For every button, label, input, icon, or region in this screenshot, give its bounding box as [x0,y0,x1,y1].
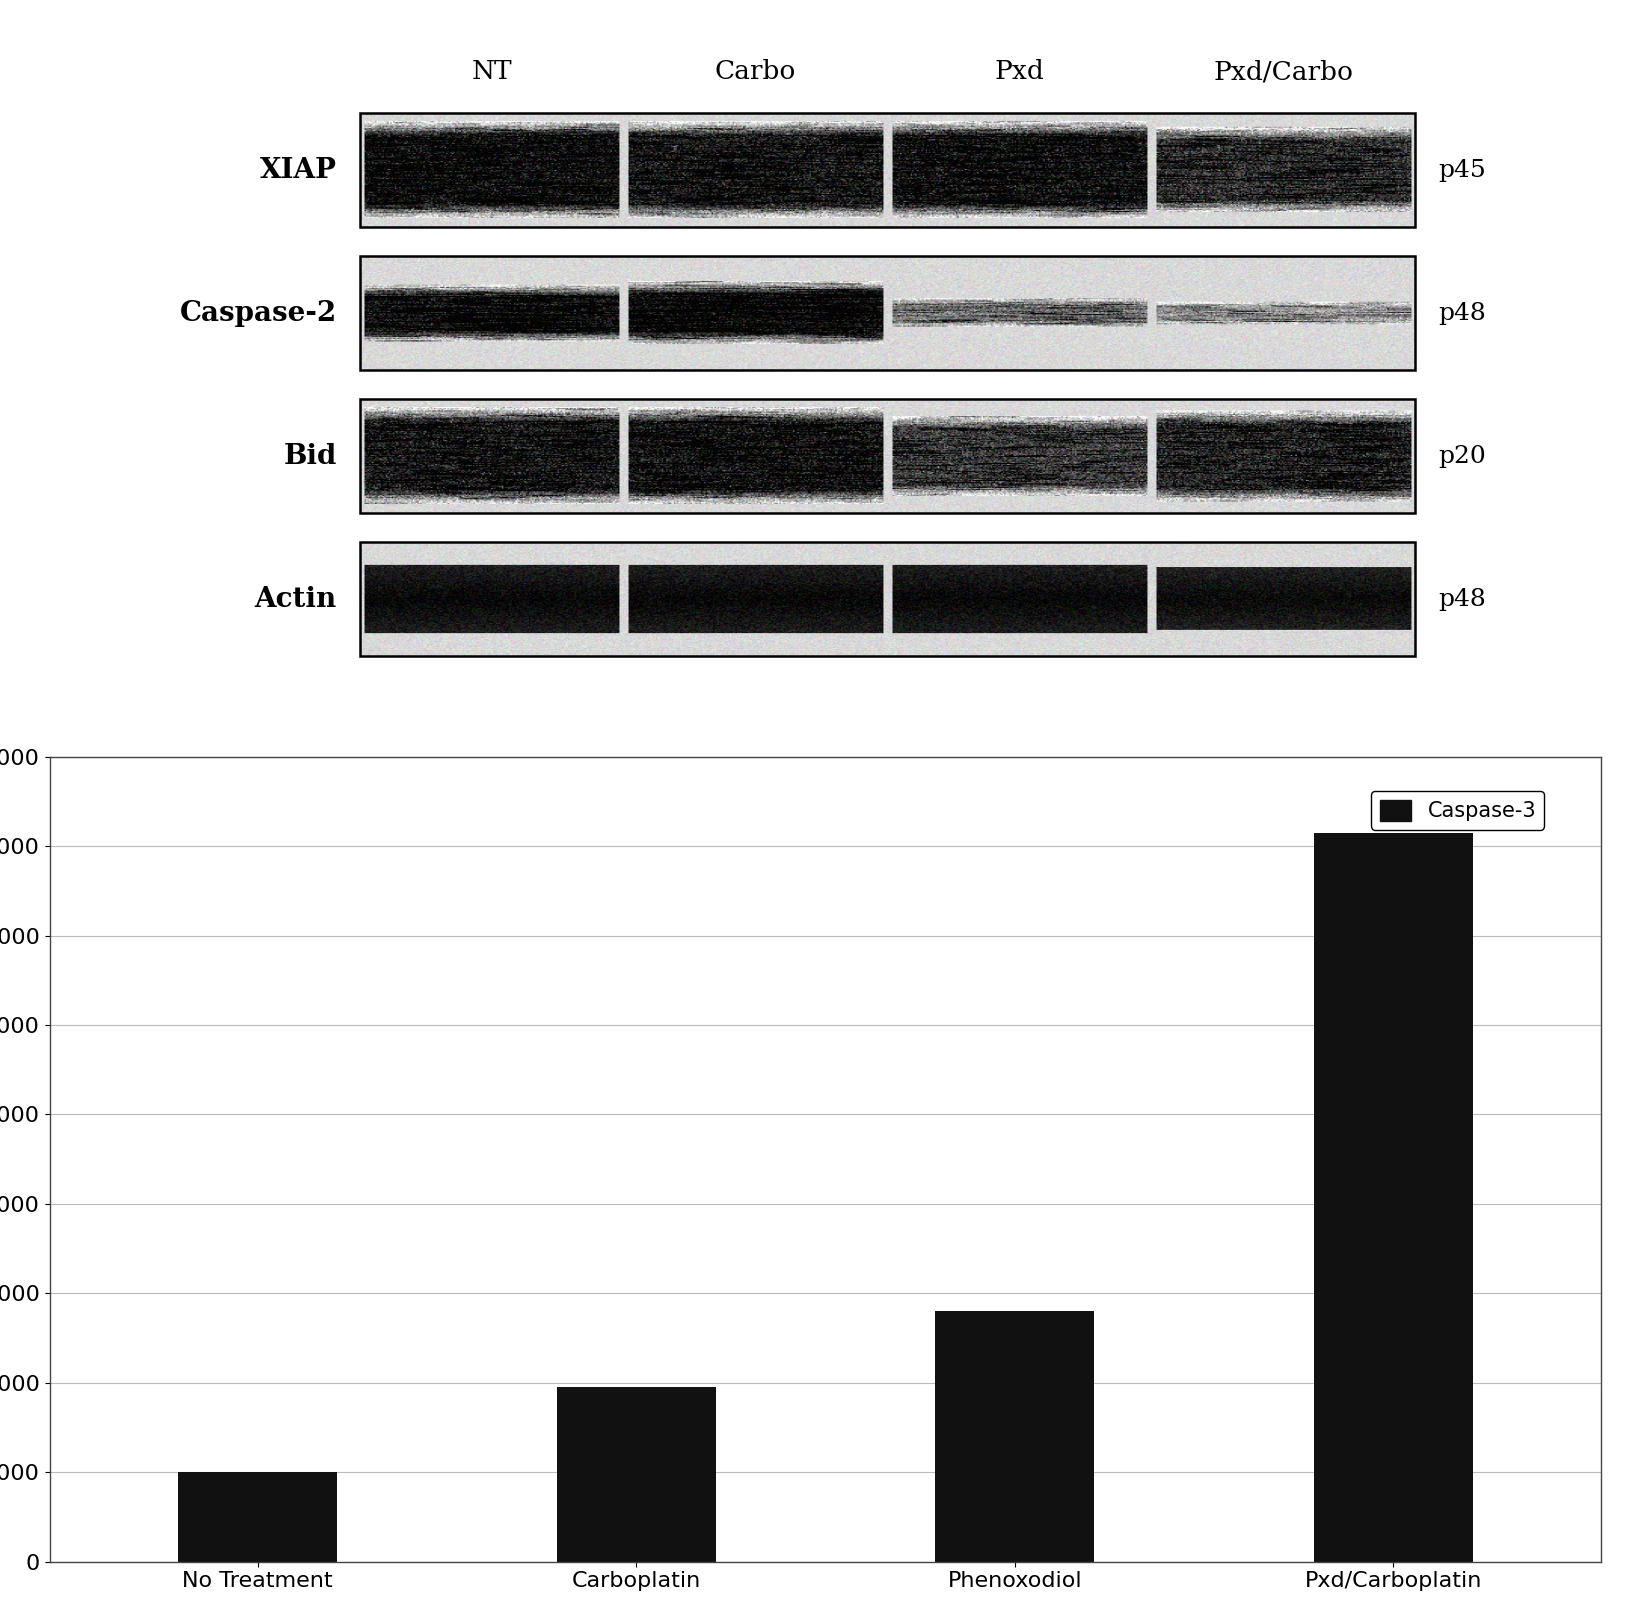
Bar [1314,832,1473,1562]
Text: XIAP: XIAP [259,156,337,184]
Bar [360,113,1415,227]
Text: Pxd: Pxd [994,60,1045,84]
Bar [178,1472,337,1562]
Text: Bid: Bid [284,443,337,470]
Text: p45: p45 [1438,159,1486,182]
Text: Pxd/Carbo: Pxd/Carbo [1213,60,1354,84]
Bar [360,399,1415,514]
Bar [360,543,1415,657]
Text: Carbo: Carbo [715,60,796,84]
Text: p48: p48 [1438,301,1486,325]
Text: p20: p20 [1438,444,1486,469]
Text: p48: p48 [1438,588,1486,610]
Legend: Caspase-3: Caspase-3 [1372,791,1544,829]
Text: NT: NT [472,60,512,84]
Text: Actin: Actin [254,586,337,613]
Bar [360,256,1415,370]
Bar [934,1311,1095,1562]
Text: Caspase-2: Caspase-2 [180,299,337,327]
Bar [556,1388,717,1562]
